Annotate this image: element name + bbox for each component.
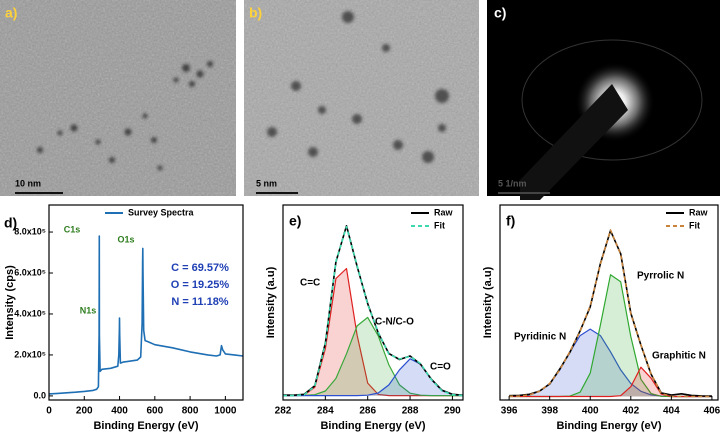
legend-label: Fit bbox=[434, 220, 445, 230]
y-axis-title: Intensity (a.u) bbox=[265, 266, 277, 338]
peak-label: C=C bbox=[300, 278, 320, 289]
annotation: N = 11.18% bbox=[171, 296, 228, 308]
x-tick-label: 200 bbox=[76, 406, 93, 417]
panel-label: b) bbox=[249, 5, 262, 21]
panel-label: a) bbox=[5, 5, 17, 21]
tem-image-a bbox=[0, 0, 236, 196]
x-tick-label: 402 bbox=[622, 406, 639, 417]
component-area bbox=[283, 317, 463, 396]
legend-label: Raw bbox=[689, 207, 709, 217]
scale-bar-label: 10 nm bbox=[15, 178, 41, 188]
y-tick-label: 2.0x10⁵ bbox=[14, 349, 46, 359]
legend-label: Raw bbox=[434, 207, 454, 217]
x-tick-label: 400 bbox=[582, 406, 599, 417]
plot-area bbox=[49, 235, 243, 395]
annotation: C1s bbox=[64, 224, 81, 234]
component-area bbox=[509, 329, 712, 397]
component-area bbox=[283, 268, 463, 396]
x-tick-label: 404 bbox=[663, 406, 680, 417]
series-line bbox=[283, 225, 463, 397]
panel-label: d) bbox=[4, 215, 17, 231]
x-tick-label: 286 bbox=[359, 406, 376, 417]
x-tick-label: 290 bbox=[444, 406, 461, 417]
panel-label: f) bbox=[506, 213, 515, 229]
x-tick-label: 288 bbox=[402, 406, 419, 417]
y-tick-label: 0.0 bbox=[33, 390, 46, 400]
x-tick-label: 406 bbox=[704, 406, 720, 417]
annotation: O1s bbox=[117, 234, 134, 244]
legend-label: Fit bbox=[689, 220, 700, 230]
tem-image-b bbox=[244, 0, 479, 196]
annotation: C = 69.57% bbox=[171, 262, 229, 274]
y-axis-title: Intensity (a.u) bbox=[482, 266, 494, 338]
annotation: O = 19.25% bbox=[171, 279, 230, 291]
scale-bar-label: 5 1/nm bbox=[498, 178, 527, 188]
peak-label: C=O bbox=[430, 362, 451, 373]
peak-label: Graphitic N bbox=[652, 351, 706, 362]
x-tick-label: 396 bbox=[501, 406, 518, 417]
x-tick-label: 0 bbox=[46, 406, 52, 417]
panel-label: c) bbox=[494, 5, 506, 21]
y-tick-label: 8.0x10⁵ bbox=[14, 226, 46, 236]
plot-area bbox=[283, 225, 463, 397]
annotation: N1s bbox=[80, 305, 97, 315]
component-area bbox=[283, 358, 463, 396]
x-tick-label: 398 bbox=[541, 406, 558, 417]
peak-label: C-N/C-O bbox=[375, 317, 414, 328]
y-tick-label: 6.0x10⁵ bbox=[14, 267, 46, 277]
diffraction-image-c bbox=[487, 0, 720, 200]
axes-frame bbox=[499, 204, 719, 401]
x-tick-label: 800 bbox=[182, 406, 199, 417]
component-area bbox=[509, 274, 712, 397]
x-tick-label: 282 bbox=[275, 406, 292, 417]
x-tick-label: 1000 bbox=[214, 406, 237, 417]
x-axis-title: Binding Energy (eV) bbox=[320, 420, 425, 432]
series-line bbox=[509, 229, 712, 398]
x-tick-label: 400 bbox=[111, 406, 128, 417]
series-line bbox=[49, 235, 243, 395]
peak-label: Pyridinic N bbox=[514, 332, 566, 343]
x-axis-title: Binding Energy (eV) bbox=[93, 420, 198, 432]
y-tick-label: 4.0x10⁵ bbox=[14, 308, 46, 318]
legend-label: Survey Spectra bbox=[128, 207, 195, 217]
x-tick-label: 600 bbox=[146, 406, 163, 417]
y-axis-title: Intensity (cps) bbox=[4, 265, 16, 340]
panel-label: e) bbox=[289, 213, 301, 229]
plot-area bbox=[509, 229, 712, 398]
scale-bar-label: 5 nm bbox=[256, 178, 277, 188]
x-axis-title: Binding Energy (eV) bbox=[556, 420, 661, 432]
peak-label: Pyrrolic N bbox=[637, 271, 684, 282]
x-tick-label: 284 bbox=[317, 406, 334, 417]
axes-frame bbox=[282, 204, 464, 401]
axes-frame bbox=[48, 204, 244, 401]
series-line bbox=[283, 316, 463, 397]
